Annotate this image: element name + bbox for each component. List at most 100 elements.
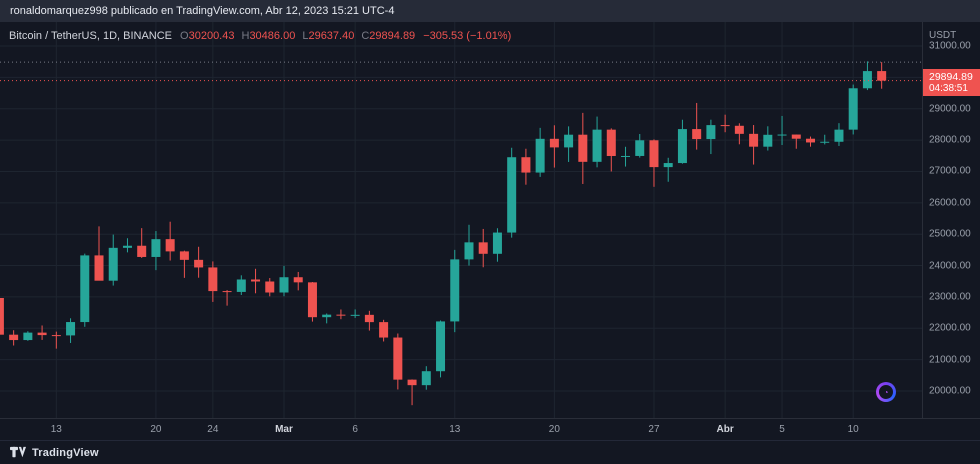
candle-body [421, 371, 431, 386]
time-axis-label: 20 [548, 424, 560, 435]
header-bar: ronaldomarquez998 publicado en TradingVi… [0, 0, 980, 22]
candle-body [9, 334, 19, 341]
bar-countdown: 04:38:51 [929, 82, 968, 94]
time-axis-label: Mar [275, 424, 293, 435]
ohlc-c: C29894.89 [361, 30, 415, 42]
currency-label: USDT [929, 30, 957, 41]
candle-body [834, 129, 844, 142]
candle-body [564, 134, 574, 148]
symbol-title[interactable]: Bitcoin / TetherUS, 1D, BINANCE [9, 30, 173, 42]
candle-body [592, 129, 602, 162]
candlestick-chart[interactable] [0, 22, 922, 418]
time-axis-label: 20 [150, 424, 162, 435]
ohlc-value: 30200.43 [188, 30, 235, 42]
candle-body [692, 129, 702, 140]
candle-body [436, 321, 446, 372]
price-axis-label: 21000.00 [929, 354, 971, 366]
price-axis-label: 29000.00 [929, 103, 971, 115]
ohlc-value: 29894.89 [369, 30, 416, 42]
candle-body [293, 277, 303, 283]
chart-area: Bitcoin / TetherUS, 1D, BINANCE O30200.4… [0, 22, 980, 440]
candle-body [51, 335, 61, 337]
candle-body [820, 141, 830, 143]
candle-body [862, 71, 872, 89]
candle-body [194, 259, 204, 268]
candle-body [649, 140, 659, 168]
candle-body [464, 242, 474, 260]
candle-body [720, 125, 730, 127]
last-price: 29894.89 [929, 70, 973, 83]
footer-bar: TradingView [0, 440, 980, 464]
candle-body [165, 239, 175, 252]
candle-body [94, 255, 104, 281]
candle-body [507, 157, 517, 233]
candle-body [23, 332, 33, 341]
watermark-icon: ◔ [876, 382, 896, 402]
candle-body [336, 314, 346, 316]
time-axis-label: 6 [352, 424, 358, 435]
candle-body [663, 163, 673, 168]
price-axis-label: 20000.00 [929, 385, 971, 397]
candle-body [80, 255, 90, 323]
candle-body [122, 245, 132, 248]
price-axis-label: 23000.00 [929, 291, 971, 303]
ohlc-o: O30200.43 [180, 30, 234, 42]
candle-body [706, 125, 716, 140]
candle-body [364, 314, 374, 323]
time-axis-label: Abr [716, 424, 734, 435]
tradingview-logo-icon[interactable] [10, 446, 26, 459]
candle-body [635, 140, 645, 156]
price-axis-label: 27000.00 [929, 165, 971, 177]
price-axis-label: 28000.00 [929, 134, 971, 146]
candle-body [578, 134, 588, 162]
candle-body [749, 133, 759, 147]
time-axis-label: 24 [207, 424, 219, 435]
candle-body [549, 138, 559, 148]
candle-body [251, 279, 261, 282]
ohlc-l: L29637.40 [302, 30, 354, 42]
candle-body [307, 282, 317, 318]
time-axis-label: 5 [779, 424, 785, 435]
candle-body [478, 242, 488, 254]
tradingview-brand[interactable]: TradingView [32, 446, 99, 459]
candle-body [450, 259, 460, 322]
time-axis-label: 27 [648, 424, 660, 435]
price-axis-label: 26000.00 [929, 197, 971, 209]
ohlc-value: 29637.40 [308, 30, 355, 42]
candle-body [37, 332, 47, 336]
candle-body [108, 247, 118, 281]
candle-body [66, 322, 76, 336]
ohlc-letter: L [302, 30, 309, 42]
candle-body [350, 314, 360, 316]
price-axis-label: 25000.00 [929, 228, 971, 240]
time-axis-label: 13 [50, 424, 62, 435]
candle-body [734, 125, 744, 134]
change-value: −305.53 (−1.01%) [423, 30, 512, 42]
candle-body [606, 129, 616, 156]
candle-body [379, 322, 389, 338]
candle-body [763, 134, 773, 147]
legend: Bitcoin / TetherUS, 1D, BINANCE O30200.4… [9, 30, 511, 42]
candle-body [677, 129, 687, 164]
price-axis-label: 24000.00 [929, 260, 971, 272]
ohlc-letter: C [361, 30, 370, 42]
candle-body [848, 88, 858, 130]
watermark-inner-icon: ◔ [879, 385, 893, 399]
candle-body [492, 232, 502, 254]
candle-body [777, 134, 787, 136]
time-axis-label: 10 [847, 424, 859, 435]
price-badge: 29894.89 04:38:51 [923, 68, 980, 96]
candle-body [877, 71, 887, 81]
candle-body [521, 157, 531, 173]
candle-body [151, 239, 161, 257]
candle-body [208, 267, 218, 292]
ohlc-value: 30486.00 [249, 30, 296, 42]
candle-body [222, 291, 232, 293]
candle-body [322, 314, 332, 318]
candle-body [0, 297, 4, 335]
ohlc-readout: O30200.43 H30486.00 L29637.40 C29894.89 [180, 30, 415, 42]
candle-body [179, 251, 189, 260]
candle-body [535, 138, 545, 173]
candle-body [621, 155, 631, 157]
time-axis[interactable]: 13 20 24 Mar 6 13 20 27 Abr 5 10 [0, 418, 980, 440]
